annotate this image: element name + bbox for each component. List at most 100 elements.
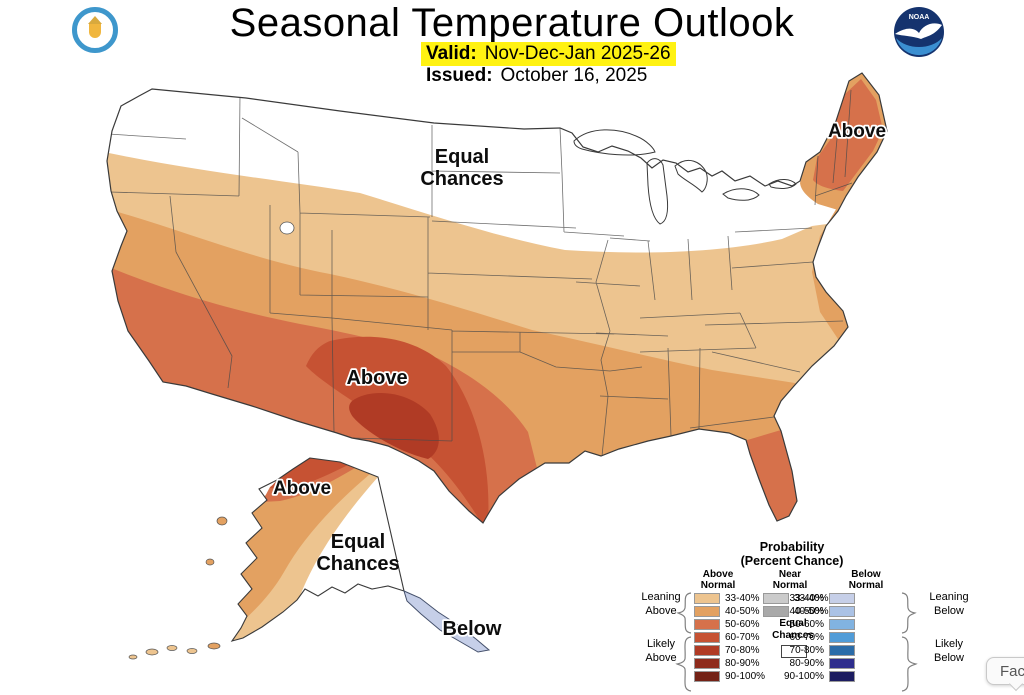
legend-row: 60-70% <box>694 631 765 644</box>
legend-header-near: Near Normal <box>772 569 808 591</box>
swatch-label: 90-100% <box>725 671 766 682</box>
conus-above-label-southwest: Above <box>346 367 407 389</box>
lake-ontario <box>768 179 797 190</box>
color-swatch <box>694 619 720 630</box>
color-swatch <box>694 632 720 643</box>
color-swatch <box>763 606 789 617</box>
doc-eagle-icon <box>88 16 102 24</box>
legend-likely-below-label: Likely Below <box>934 638 964 664</box>
page-title: Seasonal Temperature Outlook <box>229 1 795 45</box>
conus-above-label-northeast: Above <box>828 121 886 142</box>
great-salt-lake <box>279 221 295 235</box>
issued-value: October 16, 2025 <box>500 65 648 86</box>
conus-equal-chances-label-line2: Chances <box>420 168 503 190</box>
legend-near-column: 33-40% 40-50% <box>763 592 828 618</box>
swatch-label: 40-50% <box>794 606 829 617</box>
swatch-label: 33-40% <box>789 593 824 604</box>
color-swatch <box>829 619 855 630</box>
legend-row: 70-80% <box>694 644 765 657</box>
legend-header-above: Above Normal <box>700 569 736 591</box>
noaa-logo: NOAA <box>894 7 944 57</box>
color-swatch <box>829 671 855 682</box>
lake-michigan <box>646 158 669 225</box>
alaska-outline <box>230 457 405 642</box>
color-swatch <box>829 632 855 643</box>
valid-line: Valid: Nov-Dec-Jan 2025-26 <box>421 42 676 66</box>
swatch-label: 50-60% <box>725 619 760 630</box>
color-swatch <box>694 671 720 682</box>
conus-outline <box>106 72 888 524</box>
bracket-likely-above <box>675 636 692 692</box>
legend-subtitle: (Percent Chance) <box>740 554 844 568</box>
noaa-logo-text: NOAA <box>909 14 930 21</box>
legend-row: 33-40% <box>778 592 855 605</box>
valid-label: Valid: <box>426 43 477 64</box>
lake-erie <box>722 188 760 201</box>
ak-band-60-70 <box>270 458 348 490</box>
legend-header-below: Below Normal <box>848 569 884 591</box>
legend-row: 90-100% <box>778 670 855 683</box>
issued-label: Issued: <box>426 65 493 86</box>
color-swatch <box>694 645 720 656</box>
swatch-label: 50-60% <box>789 619 824 630</box>
equal-chances-swatch <box>781 645 807 658</box>
swatch-label: 70-80% <box>725 645 760 656</box>
swatch-label: 60-70% <box>725 632 760 643</box>
legend-likely-above-label: Likely Above <box>645 638 677 664</box>
swatch-label: 60-70% <box>789 632 824 643</box>
swatch-label: 40-50% <box>725 606 760 617</box>
bracket-leaning-above <box>676 592 692 634</box>
swatch-label: 33-40% <box>794 593 829 604</box>
legend-row: 70-80% <box>778 644 855 657</box>
noaa-gull-icon <box>895 23 942 39</box>
noaa-logo-lower <box>896 38 942 56</box>
legend-row: 50-60% <box>694 618 765 631</box>
state-borders <box>107 89 853 457</box>
color-swatch <box>829 658 855 669</box>
aleutian-islands <box>128 516 228 660</box>
alaska-equal-chances-label-line2: Chances <box>316 553 399 575</box>
legend-leaning-above-label: Leaning Above <box>641 591 681 617</box>
color-swatch <box>829 645 855 656</box>
issued-line: Issued: October 16, 2025 <box>421 64 652 88</box>
legend-brackets <box>675 592 918 692</box>
alaska-probability-bands <box>232 458 404 641</box>
facebook-share-button[interactable]: Face <box>986 657 1024 692</box>
legend-row: 40-50% <box>778 605 855 618</box>
legend-row: 33-40% <box>694 592 765 605</box>
swatch-label: 33-40% <box>725 593 760 604</box>
color-swatch <box>694 658 720 669</box>
legend-row: 80-90% <box>694 657 765 670</box>
swatch-label: 80-90% <box>725 658 760 669</box>
conus-equal-chances-label-line1: Equal <box>435 146 489 168</box>
legend-row: 60-70% <box>778 631 855 644</box>
department-of-commerce-seal <box>72 7 118 53</box>
lake-superior <box>573 129 656 156</box>
bracket-leaning-below <box>901 592 917 634</box>
swatch-label: 90-100% <box>783 671 824 682</box>
alaska-above-label: Above <box>273 478 331 499</box>
color-swatch <box>763 593 789 604</box>
legend-row: 33-40% <box>763 592 828 605</box>
legend-row: 40-50% <box>694 605 765 618</box>
legend-leaning-below-label: Leaning Below <box>929 591 969 617</box>
legend-above-column: 33-40% 40-50% 50-60% 60-70% 70-80% 80-90… <box>694 592 765 683</box>
legend-row: 90-100% <box>694 670 765 683</box>
legend-row: 50-60% <box>778 618 855 631</box>
color-swatch <box>829 606 855 617</box>
noaa-logo-circle <box>894 7 944 57</box>
legend-title: Probability <box>759 540 825 554</box>
probability-legend: Probability (Percent Chance) Above Normal… <box>630 536 1000 695</box>
color-swatch <box>829 593 855 604</box>
alaska-below-label: Below <box>443 618 502 640</box>
valid-value: Nov-Dec-Jan 2025-26 <box>484 43 671 64</box>
color-swatch <box>694 606 720 617</box>
band-above-70-80 <box>349 393 439 459</box>
legend-row: 40-50% <box>763 605 828 618</box>
color-swatch <box>694 593 720 604</box>
swatch-label: 70-80% <box>789 645 824 656</box>
band-above-50-60-florida <box>744 430 798 522</box>
band-above-60-70 <box>306 336 489 523</box>
legend-row: 80-90% <box>778 657 855 670</box>
